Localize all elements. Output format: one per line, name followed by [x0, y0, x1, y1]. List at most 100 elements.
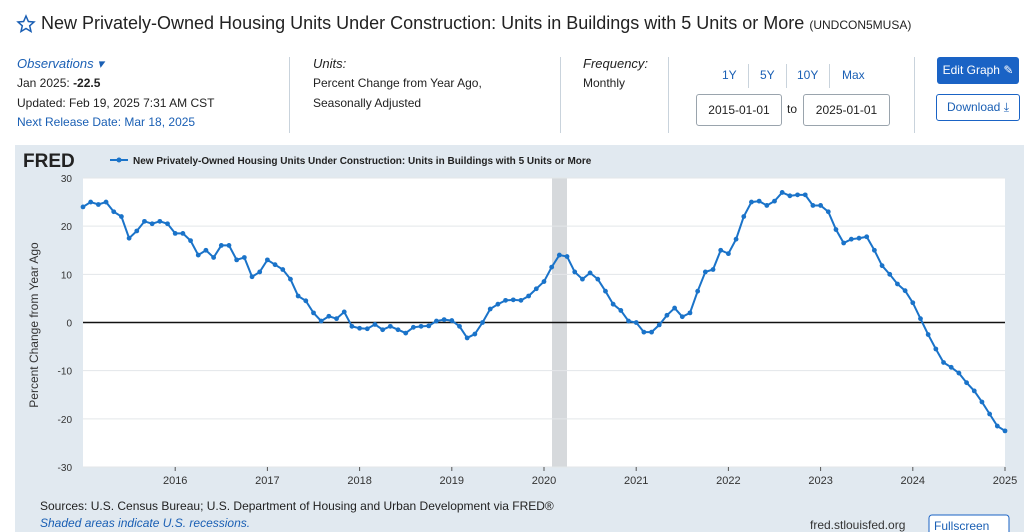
x-tick-label: 2024 [901, 475, 925, 487]
range-link[interactable]: Max [842, 68, 865, 82]
data-point [526, 293, 532, 299]
data-point [994, 423, 1000, 429]
data-point [610, 301, 616, 307]
edit-graph-button[interactable]: Edit Graph ✎ [937, 57, 1019, 84]
data-point [487, 306, 493, 312]
data-point [533, 286, 539, 292]
next-release[interactable]: Next Release Date: Mar 18, 2025 [17, 115, 196, 129]
data-point [280, 267, 286, 272]
data-point [472, 331, 478, 337]
data-point [111, 209, 117, 215]
data-point [833, 227, 839, 232]
data-point [964, 380, 969, 386]
data-point [395, 327, 401, 333]
data-point [864, 234, 870, 240]
data-point [188, 238, 193, 244]
data-point [326, 313, 332, 319]
data-point [603, 288, 608, 294]
data-point [656, 322, 662, 328]
data-point [272, 262, 278, 268]
data-point [587, 270, 593, 276]
observations-text: Observations [17, 56, 94, 71]
observations-label[interactable]: Observations ▾ [17, 56, 104, 71]
range-link[interactable]: 5Y [760, 68, 775, 82]
end-date[interactable]: 2025-01-01 [803, 94, 890, 126]
data-point [241, 255, 247, 260]
data-point [1002, 428, 1008, 434]
series-id: (UNDCON5MUSA) [809, 18, 912, 32]
frequency-label: Frequency: [583, 56, 649, 71]
x-tick-label: 2023 [808, 475, 832, 487]
star-icon[interactable] [16, 14, 36, 34]
range-link[interactable]: 10Y [797, 68, 819, 82]
data-point [956, 370, 962, 376]
separator [914, 57, 915, 133]
data-point [195, 252, 201, 258]
data-point [80, 204, 86, 210]
data-point [841, 240, 847, 246]
legend-marker [116, 157, 122, 163]
legend-entry: New Privately-Owned Housing Units Under … [133, 156, 592, 167]
data-point [580, 276, 585, 282]
data-point [341, 309, 347, 315]
data-point [387, 323, 393, 329]
data-point [119, 214, 124, 219]
x-tick-label: 2020 [532, 475, 556, 487]
data-point [726, 251, 731, 257]
data-point [510, 297, 516, 303]
data-point [941, 360, 946, 365]
shading-note: Shaded areas indicate U.S. recessions. [40, 516, 250, 530]
data-point [772, 198, 777, 204]
data-point [948, 364, 954, 370]
button-text: Edit Graph [942, 63, 1000, 77]
data-point [441, 317, 447, 323]
data-point [157, 218, 163, 224]
data-point [426, 323, 432, 329]
data-point [810, 203, 816, 208]
data-point [879, 263, 885, 269]
data-point [549, 264, 555, 270]
data-point [749, 199, 754, 205]
y-tick-label: 30 [61, 174, 73, 185]
data-point [495, 301, 501, 307]
latest: Jan 2025: -22.5 [17, 76, 100, 90]
data-point [449, 318, 455, 323]
data-point [172, 230, 178, 236]
data-point [925, 332, 931, 337]
fullscreen-button[interactable] [928, 514, 1010, 532]
y-tick-label: 0 [66, 319, 72, 330]
units-label: Units: [313, 56, 347, 71]
x-tick-label: 2021 [624, 475, 648, 487]
start-date[interactable]: 2015-01-01 [696, 94, 782, 126]
separator [748, 64, 749, 88]
data-point [718, 247, 724, 253]
data-point [595, 276, 601, 282]
range-link[interactable]: 1Y [722, 68, 737, 82]
data-point [126, 235, 132, 241]
data-point [818, 203, 823, 208]
data-point [679, 314, 685, 320]
data-point [134, 228, 140, 234]
data-point [702, 269, 708, 275]
download-button[interactable]: Download ⤓ [936, 94, 1020, 121]
data-point [541, 279, 547, 284]
data-point [303, 298, 309, 304]
data-point [372, 322, 378, 327]
data-point [918, 316, 923, 322]
data-point [311, 310, 316, 316]
data-point [971, 388, 977, 394]
data-point [211, 255, 217, 260]
data-point [787, 193, 793, 199]
separator [668, 57, 669, 133]
to-label: to [787, 102, 798, 116]
data-point [848, 236, 854, 242]
data-point [203, 247, 209, 253]
data-point [180, 230, 186, 236]
data-point [257, 269, 263, 275]
site: fred.stlouisfed.org [810, 518, 905, 532]
data-point [733, 236, 739, 242]
data-point [764, 203, 770, 208]
header: New Privately-Owned Housing Units Under … [41, 13, 911, 34]
data-point [887, 271, 893, 277]
data-point [633, 320, 639, 325]
